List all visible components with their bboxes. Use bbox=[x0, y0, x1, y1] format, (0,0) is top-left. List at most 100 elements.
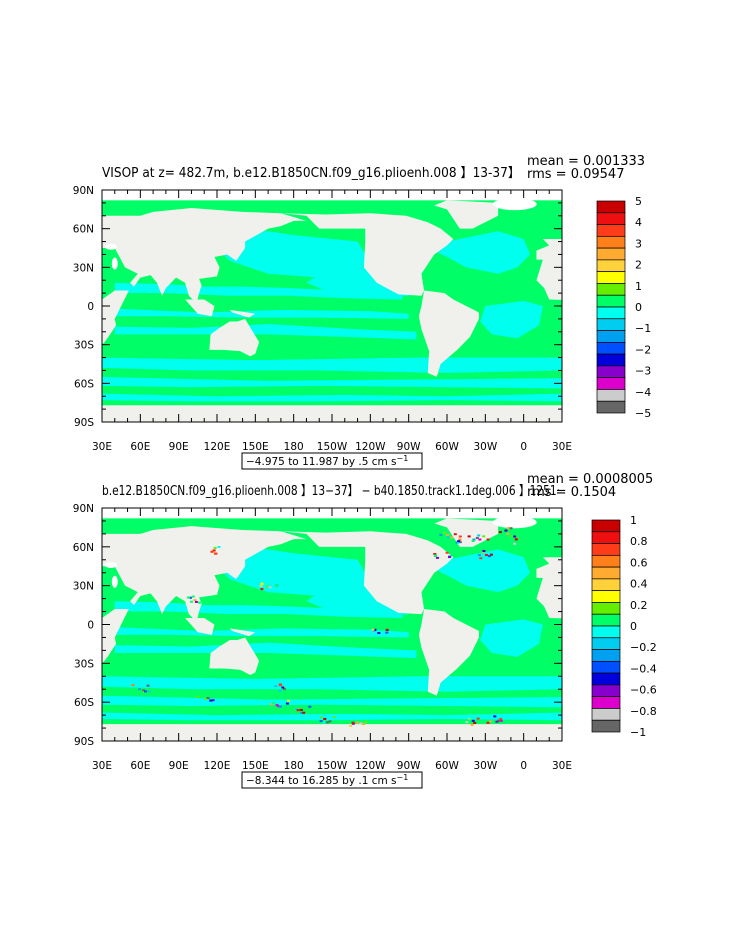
colorbar-swatch bbox=[596, 400, 626, 414]
anomaly-cell bbox=[211, 699, 215, 702]
anomaly-cell bbox=[435, 556, 439, 559]
negative-band bbox=[114, 627, 409, 638]
anomaly-cell bbox=[278, 689, 282, 692]
colorbar-label: −0.4 bbox=[630, 662, 657, 675]
anomaly-cell bbox=[260, 582, 264, 585]
colorbar-swatch bbox=[591, 660, 621, 674]
anomaly-cell bbox=[194, 600, 198, 603]
colorbar-swatch bbox=[591, 554, 621, 568]
colorbar-swatch bbox=[591, 719, 621, 733]
colorbar-label: 0 bbox=[635, 301, 642, 314]
panel-1: 30E 60E 90E 120E 150E 180 150W 120W 90W 60W 30W 0 30… bbox=[73, 154, 651, 470]
x-tick-label: 30E bbox=[552, 760, 572, 772]
anomaly-cell bbox=[448, 556, 452, 559]
colorbar-swatch bbox=[591, 543, 621, 556]
y-tick-label: 0 bbox=[87, 301, 94, 313]
anomaly-cell bbox=[351, 722, 355, 725]
anomaly-cell bbox=[282, 687, 286, 690]
land-mask bbox=[229, 628, 256, 637]
anomaly-cell bbox=[498, 531, 502, 534]
anomaly-cell bbox=[477, 534, 481, 537]
colorbar-swatch bbox=[591, 625, 621, 639]
colorbar-label: −0.6 bbox=[630, 684, 657, 697]
colorbar-swatch bbox=[591, 649, 621, 662]
anomaly-cell bbox=[277, 705, 281, 708]
x-tick-label: 120W bbox=[355, 760, 386, 772]
anomaly-cell bbox=[493, 715, 497, 718]
anomaly-cell bbox=[473, 722, 477, 725]
x-tick-label: 90W bbox=[397, 760, 421, 772]
anomaly-cell bbox=[274, 685, 278, 688]
anomaly-cell bbox=[482, 535, 486, 538]
negative-band bbox=[102, 676, 562, 692]
anomaly-cell bbox=[146, 684, 150, 687]
anomaly-cell bbox=[275, 704, 279, 707]
anomaly-cell bbox=[487, 555, 491, 558]
anomaly-cell bbox=[322, 721, 326, 724]
anomaly-cell bbox=[509, 535, 513, 538]
anomaly-cell bbox=[193, 599, 197, 602]
colorbar-label: 4 bbox=[635, 216, 642, 229]
colorbar-swatch bbox=[591, 578, 621, 592]
land-mask bbox=[434, 518, 499, 547]
anomaly-cell bbox=[213, 546, 217, 549]
anomaly-cell bbox=[206, 697, 210, 700]
anomaly-cell bbox=[484, 553, 488, 556]
y-tick-label: 30S bbox=[74, 658, 94, 670]
colorbar-label: 0.6 bbox=[630, 556, 648, 569]
anomaly-cell bbox=[433, 553, 437, 556]
anomaly-cell bbox=[296, 709, 300, 712]
anomaly-cell bbox=[453, 533, 457, 536]
anomaly-cell bbox=[131, 683, 135, 686]
x-tick-label: 120W bbox=[355, 441, 386, 453]
x-tick-label: 120E bbox=[204, 760, 231, 772]
colorbar-label: 5 bbox=[635, 195, 642, 208]
anomaly-cell bbox=[523, 538, 527, 541]
anomaly-cell bbox=[450, 536, 454, 539]
anomaly-cell bbox=[467, 535, 471, 538]
range-box bbox=[241, 452, 423, 470]
x-tick-label: 150W bbox=[317, 760, 348, 772]
anomaly-cell bbox=[457, 540, 461, 543]
y-tick-label: 90N bbox=[73, 185, 94, 197]
colorbar-swatch bbox=[596, 200, 626, 214]
colorbar-label: −1 bbox=[635, 322, 651, 335]
anomaly-cell bbox=[510, 536, 514, 539]
negative-band bbox=[102, 695, 562, 708]
x-tick-label: 60E bbox=[130, 760, 150, 772]
anomaly-cell bbox=[504, 529, 508, 532]
colorbar-label: 1 bbox=[635, 280, 642, 293]
anomaly-cell bbox=[489, 553, 493, 556]
anomaly-cell bbox=[260, 588, 264, 591]
negative-band bbox=[102, 393, 562, 402]
colorbar-label: −0.8 bbox=[630, 705, 657, 718]
anomaly-cell bbox=[475, 536, 479, 539]
anomaly-cell bbox=[481, 551, 485, 554]
x-tick-label: 120E bbox=[204, 441, 231, 453]
anomaly-cell bbox=[281, 686, 285, 689]
anomaly-cell bbox=[328, 720, 332, 723]
anomaly-cell bbox=[268, 586, 272, 589]
anomaly-cell bbox=[445, 533, 449, 536]
anomaly-cell bbox=[486, 721, 490, 724]
anomaly-cell bbox=[476, 717, 480, 720]
land-mask bbox=[209, 637, 260, 675]
anomaly-cell bbox=[513, 535, 517, 538]
anomaly-cell bbox=[500, 531, 504, 534]
anomaly-cell bbox=[470, 723, 474, 726]
anomaly-cell bbox=[478, 538, 482, 541]
anomaly-cell bbox=[265, 585, 269, 588]
anomaly-cell bbox=[213, 552, 217, 555]
anomaly-cell bbox=[471, 539, 475, 542]
rms-label: rms = 0.1504 bbox=[527, 485, 616, 500]
colorbar-swatch bbox=[596, 389, 626, 402]
x-tick-label: 60W bbox=[435, 760, 459, 772]
anomaly-cell bbox=[210, 550, 214, 553]
x-tick-label: 30E bbox=[552, 441, 572, 453]
colorbar-swatch bbox=[591, 637, 621, 650]
anomaly-cell bbox=[275, 584, 279, 587]
land-mask bbox=[209, 318, 260, 357]
colorbar-label: −1 bbox=[630, 726, 646, 739]
anomaly-cell bbox=[467, 719, 471, 722]
